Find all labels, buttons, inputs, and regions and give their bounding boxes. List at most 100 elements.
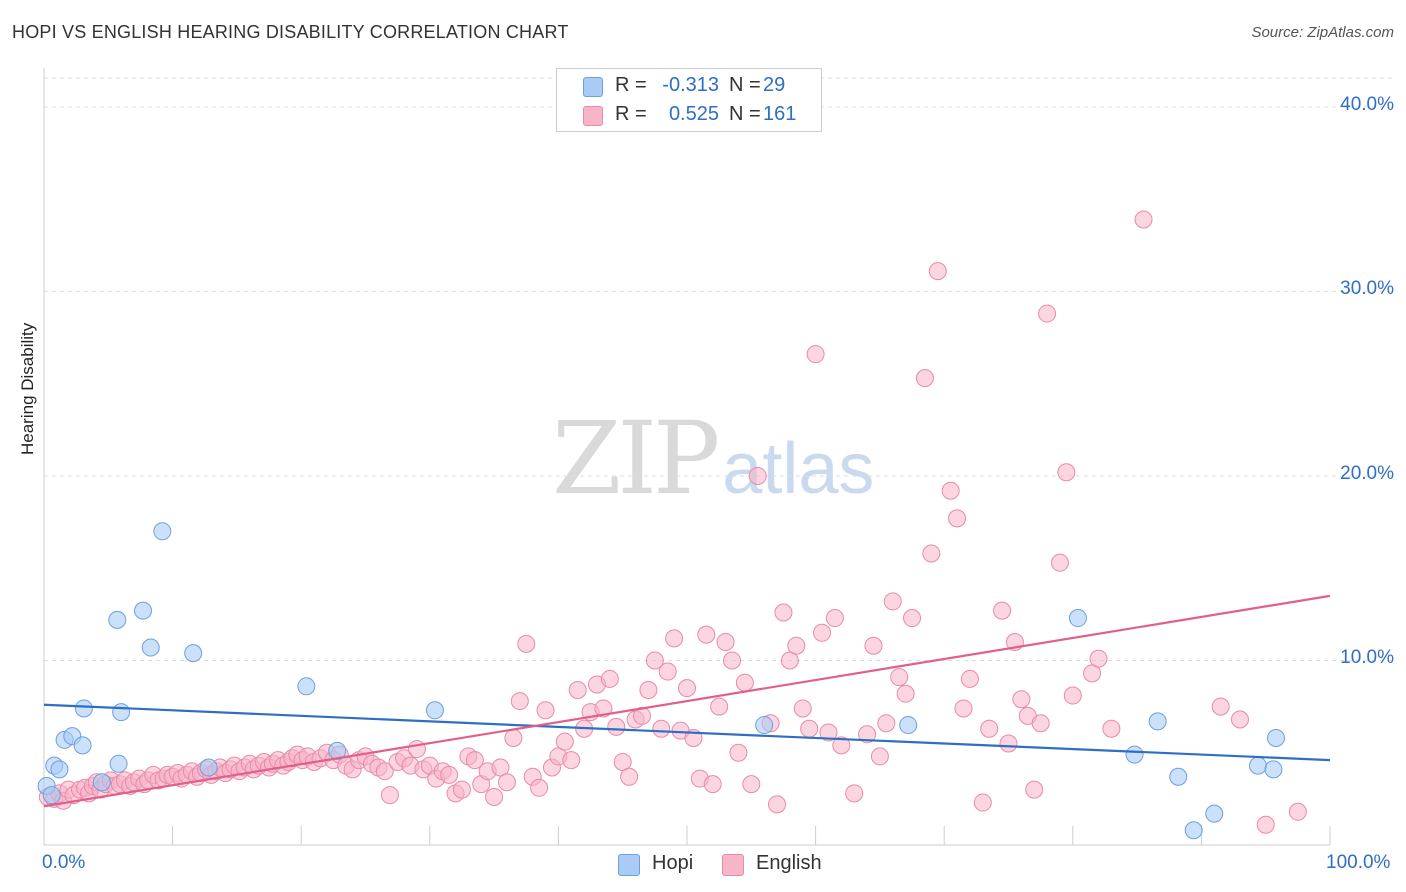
- english-point: [735, 673, 754, 692]
- english-point: [375, 762, 394, 781]
- english-point: [485, 788, 504, 807]
- hopi-point: [50, 760, 69, 779]
- english-point: [380, 786, 399, 805]
- r-label: R =: [615, 74, 647, 96]
- hopi-point: [755, 716, 774, 735]
- english-point: [787, 636, 806, 655]
- english-point: [922, 544, 941, 563]
- english-point: [870, 747, 889, 766]
- n-label: N =: [729, 74, 761, 96]
- english-point: [639, 681, 658, 699]
- english-point: [600, 669, 619, 688]
- y-tick-label: 20.0%: [1340, 462, 1394, 484]
- english-point: [652, 719, 671, 738]
- stats-legend: R = -0.313 N = 29 R = 0.525 N = 161: [556, 68, 822, 132]
- english-point: [697, 625, 716, 644]
- hopi-point: [1266, 728, 1285, 747]
- english-point: [800, 719, 819, 738]
- english-point: [536, 701, 555, 720]
- hopi-point: [92, 773, 111, 792]
- english-point: [864, 636, 883, 655]
- english-point: [877, 714, 896, 733]
- english-point: [742, 775, 761, 794]
- english-point: [954, 699, 973, 718]
- english-point: [530, 778, 549, 797]
- hopi-points: [37, 522, 1285, 840]
- english-point: [562, 751, 581, 770]
- english-point: [813, 623, 832, 642]
- axes: [43, 68, 1331, 846]
- english-point: [517, 634, 536, 653]
- hopi-point: [1068, 609, 1087, 628]
- english-point: [883, 592, 902, 611]
- x-tick-min: 0.0%: [42, 852, 86, 873]
- hopi-point: [1264, 760, 1283, 779]
- english-point: [1063, 686, 1082, 705]
- english-point: [710, 697, 729, 716]
- y-tick-label: 40.0%: [1340, 93, 1394, 115]
- english-point: [497, 773, 516, 792]
- english-point: [1012, 690, 1031, 709]
- english-point: [504, 728, 523, 747]
- english-point: [896, 684, 915, 703]
- english-point: [1050, 553, 1069, 572]
- hopi-point: [1125, 745, 1144, 764]
- english-point: [980, 719, 999, 738]
- r-label: R =: [615, 103, 647, 125]
- english-point: [845, 784, 864, 803]
- chart-title: HOPI VS ENGLISH HEARING DISABILITY CORRE…: [12, 22, 569, 42]
- english-point: [407, 740, 426, 759]
- english-point: [890, 668, 909, 687]
- legend-row-hopi: R = -0.313 N = 29: [557, 71, 821, 101]
- watermark-zip: ZIP: [552, 400, 720, 517]
- english-point: [748, 466, 767, 485]
- english-point: [1211, 697, 1230, 716]
- n-label: N =: [729, 103, 761, 125]
- english-point: [819, 723, 838, 742]
- english-point: [555, 732, 574, 751]
- english-point: [1256, 815, 1275, 834]
- hopi-point: [297, 677, 316, 696]
- hopi-point: [112, 703, 131, 722]
- english-point: [1031, 714, 1050, 733]
- english-point: [1038, 304, 1057, 323]
- hopi-point: [184, 644, 203, 663]
- english-point: [774, 603, 793, 622]
- grid-lines: [44, 77, 1392, 661]
- english-point: [1134, 210, 1153, 229]
- source-label: Source: ZipAtlas.com: [1251, 24, 1394, 41]
- english-point: [825, 609, 844, 628]
- y-tick-label: 30.0%: [1340, 278, 1394, 300]
- english-point: [440, 765, 459, 784]
- hopi-point: [1205, 804, 1224, 823]
- trend-lines: [43, 594, 1331, 808]
- english-points: [38, 210, 1307, 834]
- hopi-point: [1169, 767, 1188, 786]
- hopi-point: [141, 638, 160, 657]
- english-point: [716, 633, 735, 652]
- hopi-point: [134, 601, 153, 620]
- watermark: ZIPatlas: [552, 400, 874, 517]
- english-point: [793, 699, 812, 718]
- english-point: [510, 692, 529, 711]
- english-point: [941, 481, 960, 500]
- english-legend-swatch: [722, 854, 744, 876]
- english-point: [645, 651, 664, 670]
- english-trend-line: [43, 594, 1331, 808]
- english-point: [703, 775, 722, 794]
- english-point: [465, 751, 484, 770]
- english-point: [993, 601, 1012, 620]
- hopi-point: [108, 610, 127, 629]
- hopi-point: [1248, 756, 1267, 775]
- english-point: [665, 629, 684, 648]
- y-axis-label: Hearing Disability: [18, 322, 37, 455]
- english-point: [452, 780, 471, 799]
- english-point: [568, 681, 587, 699]
- r-value: -0.313: [662, 74, 719, 96]
- english-legend-label: English: [756, 852, 822, 874]
- english-point: [1230, 710, 1249, 729]
- english-point: [768, 795, 787, 814]
- hopi-point: [199, 758, 218, 777]
- hopi-point: [1148, 712, 1167, 731]
